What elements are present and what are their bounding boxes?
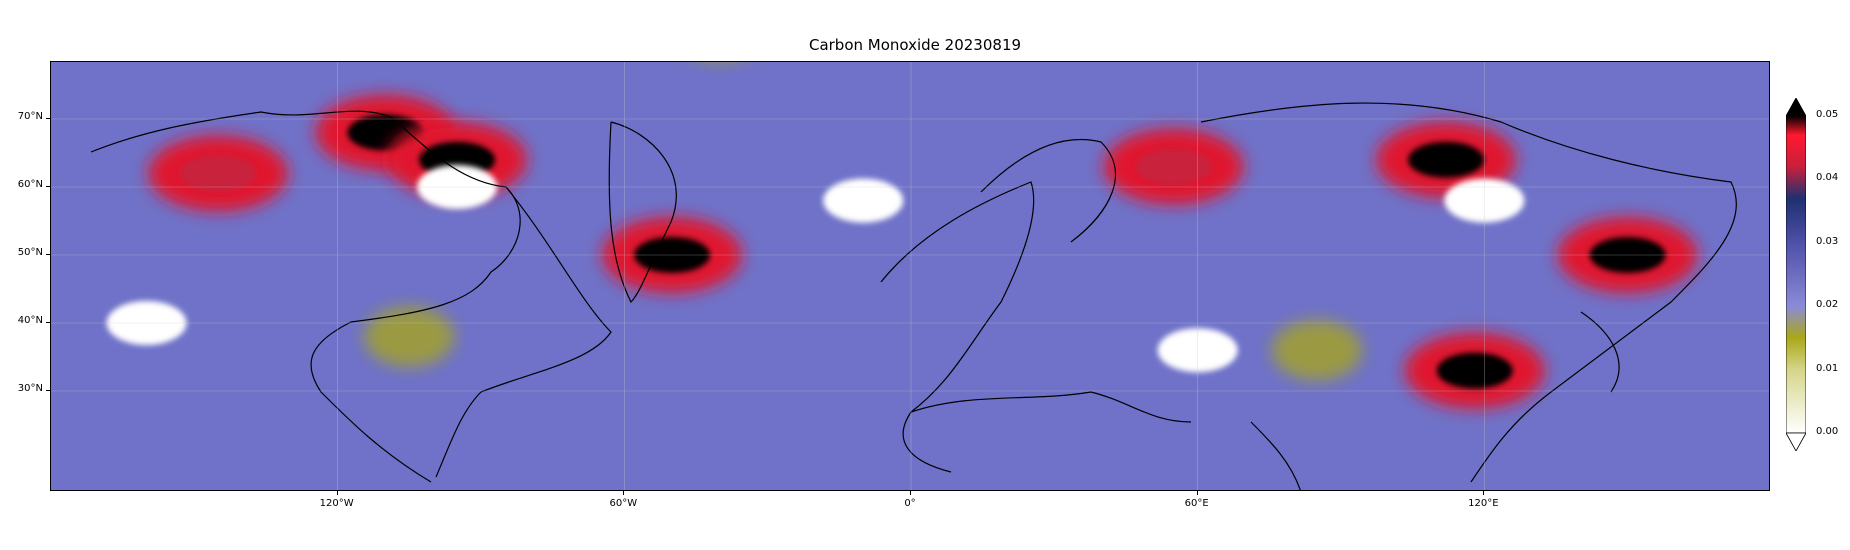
colorbar-tick-label: 0.00 <box>1816 426 1839 437</box>
colorbar-tick-label: 0.01 <box>1816 362 1839 374</box>
gridlines <box>51 62 1769 490</box>
lon-tick-label: 0° <box>904 498 916 509</box>
coastline-japan <box>1580 311 1620 393</box>
lat-tick-label: 60°N <box>17 179 43 190</box>
colorbar-tick-label: 0.04 <box>1816 172 1839 184</box>
low-co-area-0 <box>364 306 455 367</box>
co-concentration-map[interactable] <box>50 61 1770 491</box>
lon-tick-label: 60°E <box>1184 498 1209 509</box>
colorbar <box>1785 97 1807 452</box>
lon-tick-mark <box>623 491 625 495</box>
coastline-india <box>1250 421 1301 490</box>
no-data-area-2 <box>823 178 904 223</box>
lat-tick-label: 30°N <box>17 383 43 394</box>
lat-tick-mark <box>46 390 50 391</box>
lon-tick-mark <box>1483 491 1485 495</box>
lat-tick-mark <box>46 186 50 187</box>
colorbar-gradient <box>1785 115 1807 434</box>
lon-tick-mark <box>1196 491 1198 495</box>
coastline-europe <box>880 181 1035 473</box>
map-canvas <box>51 62 1769 490</box>
low-co-areas <box>364 306 1363 381</box>
lon-tick-mark <box>910 491 911 495</box>
lon-tick-label: 60°W <box>609 498 638 509</box>
colorbar-tick-label: 0.03 <box>1816 235 1839 247</box>
colorbar-min-extension <box>1785 432 1807 452</box>
coastline-east-north-america <box>435 186 612 478</box>
coastline-asia <box>1200 102 1737 483</box>
coastline-scandinavia <box>980 138 1117 243</box>
colorbar-max-extension <box>1785 97 1807 117</box>
lon-tick-mark <box>336 491 338 495</box>
coastline-north-america <box>90 110 521 483</box>
colorbar-tick-label: 0.02 <box>1816 299 1839 311</box>
co-plume-6 <box>1404 332 1545 409</box>
lon-tick-label: 120°E <box>1468 498 1499 509</box>
coastline-greenland <box>608 121 677 304</box>
lat-tick-label: 40°N <box>17 315 43 326</box>
map-title: Carbon Monoxide 20230819 <box>808 36 1022 54</box>
coastlines <box>90 102 1737 490</box>
colorbar-tick-label: 0.05 <box>1816 109 1839 120</box>
lat-tick-mark <box>46 254 50 255</box>
lat-tick-mark <box>46 118 50 119</box>
lat-tick-label: 70°N <box>17 111 43 122</box>
co-plume-3 <box>1103 128 1244 205</box>
coastline-mediterranean <box>910 391 1192 423</box>
lat-tick-mark <box>46 322 50 323</box>
lat-tick-label: 50°N <box>17 247 43 258</box>
low-co-area-1 <box>1272 320 1363 381</box>
lon-tick-label: 120°W <box>319 498 354 509</box>
co-plume-7 <box>148 135 289 212</box>
